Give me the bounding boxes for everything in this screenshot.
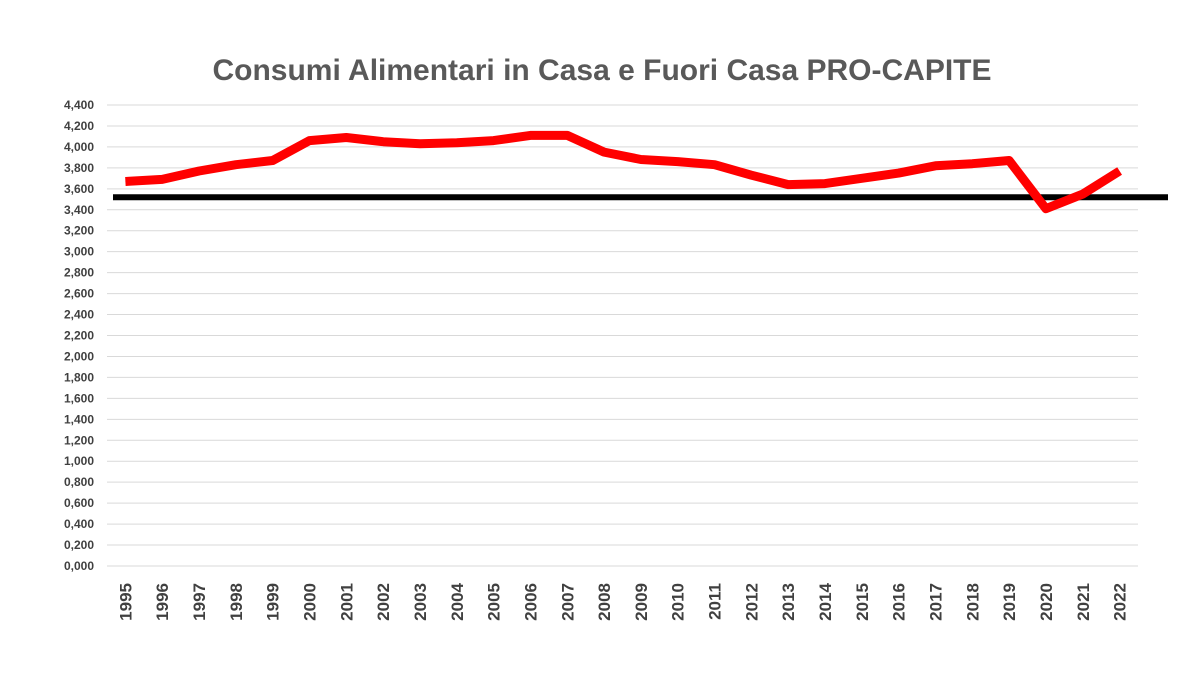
- x-tick-label: 2006: [521, 583, 540, 621]
- x-tick-label: 2004: [448, 582, 467, 620]
- x-tick-label: 2021: [1074, 583, 1093, 621]
- y-tick-label: 4,000: [64, 140, 94, 154]
- x-tick-label: 2017: [926, 583, 945, 621]
- y-tick-label: 4,400: [64, 98, 94, 112]
- y-tick-label: 1,200: [64, 433, 94, 447]
- x-tick-label: 2010: [669, 583, 688, 621]
- y-tick-label: 3,200: [64, 224, 94, 238]
- x-tick-label: 2016: [890, 583, 909, 621]
- y-tick-label: 4,200: [64, 119, 94, 133]
- y-tick-label: 3,800: [64, 161, 94, 175]
- y-tick-label: 0,000: [64, 559, 94, 573]
- x-tick-label: 2009: [632, 583, 651, 621]
- y-tick-label: 3,400: [64, 203, 94, 217]
- y-tick-label: 1,600: [64, 391, 94, 405]
- x-tick-label: 2001: [337, 583, 356, 621]
- x-tick-label: 2019: [1000, 583, 1019, 621]
- y-tick-label: 0,800: [64, 475, 94, 489]
- x-tick-label: 1995: [116, 583, 135, 621]
- x-tick-label: 2012: [742, 583, 761, 621]
- y-tick-label: 0,600: [64, 496, 94, 510]
- x-tick-label: 1996: [153, 583, 172, 621]
- x-tick-label: 2007: [558, 583, 577, 621]
- series-group: [125, 130, 1122, 214]
- y-tick-label: 3,600: [64, 182, 94, 196]
- y-tick-label: 2,000: [64, 349, 94, 363]
- y-tick-label: 1,400: [64, 412, 94, 426]
- x-tick-label: 2000: [301, 583, 320, 621]
- x-axis-ticks: 1995 1996 1997 1998 1999 2000 2001 2002 2003 2004…: [116, 582, 1129, 620]
- y-tick-label: 3,000: [64, 245, 94, 259]
- x-tick-label: 2011: [706, 583, 725, 620]
- x-tick-label: 2018: [963, 583, 982, 621]
- x-tick-label: 2003: [411, 583, 430, 621]
- y-tick-label: 1,800: [64, 370, 94, 384]
- y-tick-label: 2,600: [64, 287, 94, 301]
- x-tick-label: 2013: [779, 583, 798, 621]
- y-tick-label: 2,400: [64, 308, 94, 322]
- series-line: [125, 130, 1122, 214]
- x-tick-label: 2022: [1111, 583, 1130, 621]
- y-tick-label: 0,200: [64, 538, 94, 552]
- y-tick-label: 0,400: [64, 517, 94, 531]
- y-tick-label: 1,000: [64, 454, 94, 468]
- y-axis-ticks: 0,000 0,200 0,400 0,600 0,800 1,000 1,200 1,400…: [64, 98, 94, 573]
- x-tick-label: 2014: [816, 582, 835, 620]
- x-tick-label: 2015: [853, 583, 872, 621]
- x-tick-label: 2005: [485, 583, 504, 621]
- x-tick-label: 2002: [374, 583, 393, 621]
- y-tick-label: 2,200: [64, 329, 94, 343]
- x-tick-label: 1997: [190, 583, 209, 621]
- x-tick-label: 2020: [1037, 583, 1056, 621]
- x-tick-label: 1999: [264, 583, 283, 621]
- x-tick-label: 1998: [227, 583, 246, 621]
- y-tick-label: 2,800: [64, 266, 94, 280]
- x-tick-label: 2008: [595, 583, 614, 621]
- gridlines: [107, 104, 1138, 567]
- chart-title: Consumi Alimentari in Casa e Fuori Casa …: [212, 54, 991, 87]
